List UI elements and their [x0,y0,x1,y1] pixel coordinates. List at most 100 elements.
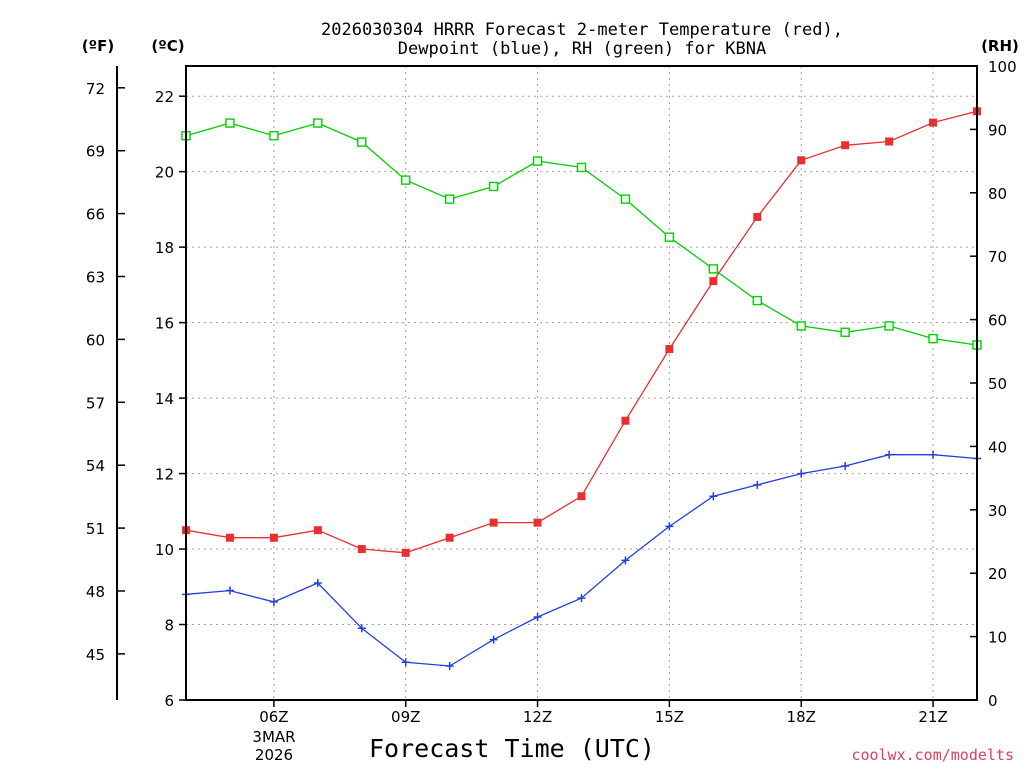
celsius-tick-label: 6 [164,692,174,710]
rh-point [796,321,806,331]
rh-tick-label: 10 [988,629,1007,647]
celsius-tick-label: 22 [155,88,174,106]
series-temperature [182,107,981,557]
celsius-tick-label: 12 [155,466,174,484]
temperature-point [621,416,630,425]
temperature-point [401,548,410,557]
time-tick-label: 18Z [787,708,816,726]
temperature-point [445,533,454,542]
rh-point [752,295,762,306]
rh-tick-label: 60 [988,312,1007,330]
dewpoint-point [665,522,674,531]
dewpoint-point [533,612,542,621]
rh-tick-label: 90 [988,121,1007,139]
temperature-point [841,141,850,150]
series-layer [181,107,982,671]
rh-point [664,232,675,242]
date-label-year: 2026 [255,746,293,764]
dewpoint-point [269,597,278,606]
title-line-2: Dewpoint (blue), RH (green) for KBNA [398,39,766,59]
rh-point [928,333,938,344]
rh-point [620,194,631,204]
rh-point [576,162,587,173]
temperature-point [709,277,718,286]
temperature-line [185,110,978,554]
rh-tick-label: 40 [988,438,1007,456]
credit-text: coolwx.com/modelts [851,746,1014,764]
celsius-tick-label: 18 [155,239,174,257]
time-tick-label: 06Z [259,708,288,726]
time-tick-label: 09Z [391,708,420,726]
celsius-tick-label: 16 [155,315,174,333]
dewpoint-point [313,579,322,588]
dewpoint-point [445,662,454,671]
rh-line [185,122,978,346]
celsius-unit-label: (ºC) [151,37,184,55]
plot-frame [185,65,978,701]
temperature-point [797,156,806,165]
series-rh [181,118,982,350]
dewpoint-point [401,658,410,667]
fahrenheit-tick-label: 60 [86,331,105,349]
rh-unit-label: (RH) [981,37,1019,55]
rh-tick-label: 50 [988,375,1007,393]
dewpoint-point [577,594,586,603]
temperature-point [269,533,278,542]
temperature-point [577,492,586,501]
series-dewpoint [182,450,981,671]
temperature-point [225,533,234,542]
fahrenheit-tick-label: 57 [86,394,105,412]
rh-tick-label: 70 [988,248,1007,266]
temperature-point [753,212,762,221]
fahrenheit-tick-label: 51 [86,520,105,538]
rh-tick-label: 0 [988,692,998,710]
celsius-tick-label: 14 [155,390,174,408]
temperature-point [533,518,542,527]
time-tick-label: 15Z [655,708,684,726]
rh-point [401,175,411,185]
grid-lines [186,66,977,700]
temperature-point [313,526,322,535]
celsius-tick-label: 20 [155,164,174,182]
time-axis: 06Z 09Z 12Z 15Z 18Z 21Z [259,700,948,726]
chart-title: 2026030304 HRRR Forecast 2-meter Tempera… [321,20,843,59]
temperature-point [357,545,366,554]
rh-tick-label: 80 [988,185,1007,203]
fahrenheit-tick-label: 48 [86,583,105,601]
temperature-point [665,345,674,354]
rh-point [708,264,719,274]
dewpoint-point [225,586,234,595]
rh-point [269,131,279,141]
rh-point [884,321,894,331]
fahrenheit-tick-label: 45 [86,646,105,664]
title-line-1: 2026030304 HRRR Forecast 2-meter Tempera… [321,20,843,40]
fahrenheit-tick-label: 54 [86,457,105,475]
rh-point [840,327,850,337]
rh-point [444,194,455,204]
fahrenheit-tick-label: 63 [86,268,105,286]
temperature-point [885,137,894,146]
dewpoint-point [709,492,718,501]
dewpoint-point [753,480,762,489]
time-tick-label: 12Z [523,708,552,726]
dewpoint-point [841,462,850,471]
dewpoint-point [929,450,938,459]
fahrenheit-tick-label: 69 [86,143,105,161]
fahrenheit-tick-label: 66 [86,206,105,224]
dewpoint-line [185,454,978,667]
celsius-tick-label: 10 [155,541,174,559]
x-axis-title: Forecast Time (UTC) [369,734,655,763]
dewpoint-point [621,556,630,565]
rh-point [225,118,235,128]
rh-point [488,181,499,192]
time-tick-label: 21Z [918,708,947,726]
rh-point [357,137,367,147]
rh-point [532,156,543,166]
dewpoint-point [885,450,894,459]
fahrenheit-axis: 45 48 51 54 57 60 63 66 69 72 [86,80,125,664]
dewpoint-point [489,635,498,644]
rh-tick-label: 20 [988,565,1007,583]
rh-point [313,118,323,128]
dewpoint-point [357,624,366,633]
